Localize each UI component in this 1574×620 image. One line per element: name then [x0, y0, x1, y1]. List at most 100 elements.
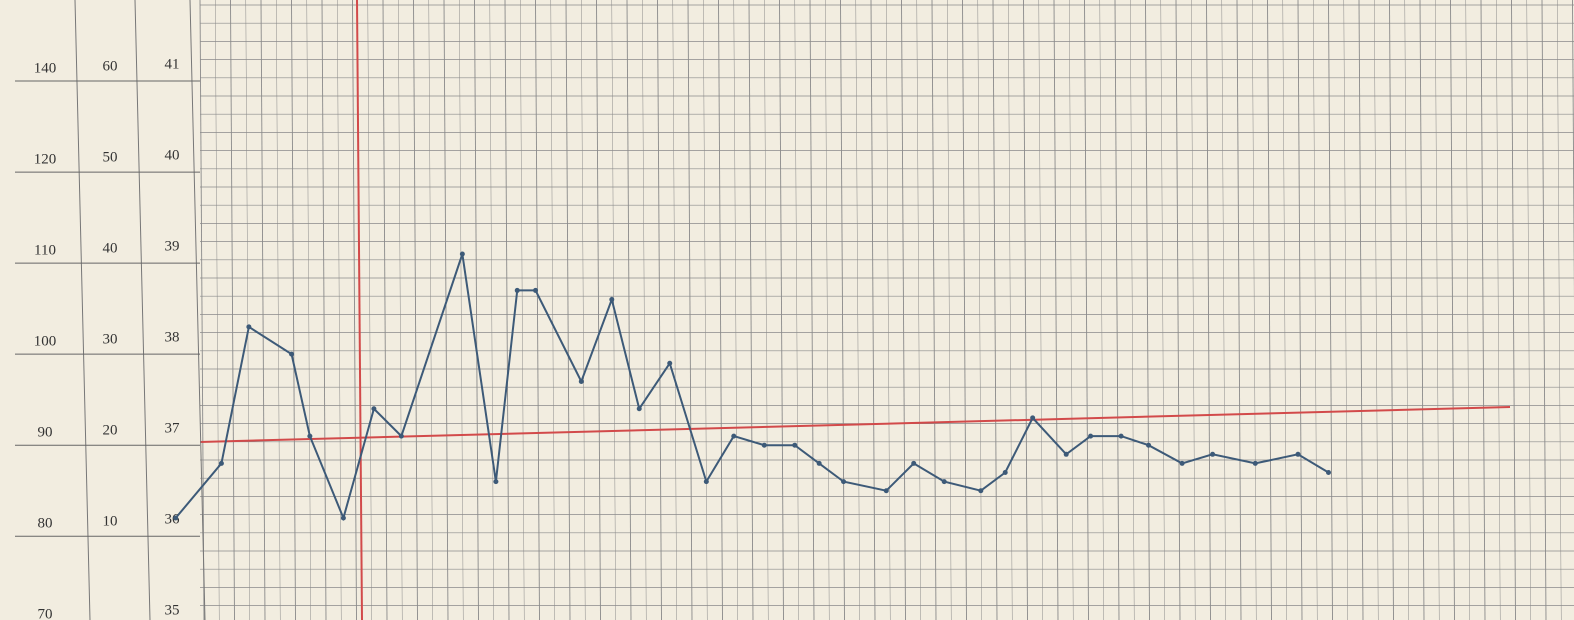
- paper-line: [520, 0, 525, 620]
- pulse-label: 70: [38, 607, 53, 620]
- paper-line: [321, 0, 327, 620]
- paper-line: [1221, 0, 1226, 620]
- respiration-label: 60: [103, 58, 118, 74]
- paper-line: [657, 0, 662, 620]
- temperature-point: [841, 479, 847, 485]
- paper-line: [1389, 0, 1394, 620]
- paper-line: [382, 0, 388, 620]
- temperature-point: [1088, 433, 1094, 439]
- paper-line: [398, 0, 403, 620]
- paper-line: [413, 0, 418, 620]
- temperature-point: [761, 442, 767, 448]
- paper-line: [779, 0, 784, 620]
- temperature-point: [792, 442, 798, 448]
- paper-line: [1267, 0, 1272, 620]
- paper-line: [1358, 0, 1364, 620]
- paper-line: [1084, 0, 1089, 620]
- paper-line: [535, 0, 540, 620]
- paper-line: [1160, 0, 1165, 620]
- paper-line: [443, 0, 449, 620]
- paper-line: [1053, 0, 1059, 620]
- pulse-label: 90: [38, 425, 53, 441]
- paper-line: [870, 0, 876, 620]
- paper-line: [672, 0, 677, 620]
- respiration-label: 20: [103, 423, 118, 439]
- paper-line: [1130, 0, 1135, 620]
- temperature-point: [816, 460, 822, 466]
- paper-line: [825, 0, 830, 620]
- temperature-point: [1252, 460, 1258, 466]
- y-tick-label: 40: [165, 148, 180, 164]
- paper-line: [1557, 0, 1562, 620]
- paper-line: [1191, 0, 1196, 620]
- paper-line: [1435, 0, 1440, 620]
- temperature-point: [883, 488, 889, 494]
- paper-line: [794, 0, 799, 620]
- paper-line: [962, 0, 967, 620]
- column-divider: [189, 0, 206, 620]
- temperature-point: [1118, 433, 1124, 439]
- paper-line: [1572, 0, 1574, 303]
- paper-line: [886, 0, 891, 620]
- y-tick-label: 35: [165, 603, 180, 619]
- temperature-point: [1179, 460, 1185, 466]
- temperature-point: [1146, 442, 1152, 448]
- paper-line: [947, 0, 952, 620]
- paper-line: [840, 0, 845, 620]
- temperature-point: [1002, 470, 1008, 476]
- paper-line: [1038, 0, 1043, 620]
- paper-line: [306, 0, 311, 620]
- temperature-point: [578, 378, 584, 384]
- paper-line: [718, 0, 723, 620]
- pulse-label: 140: [34, 60, 57, 76]
- paper-line: [1480, 0, 1486, 620]
- paper-line: [901, 0, 906, 620]
- paper-line: [1206, 0, 1211, 620]
- temperature-point: [911, 460, 917, 466]
- pulse-label: 110: [34, 243, 56, 259]
- paper-line: [459, 0, 464, 620]
- paper-line: [291, 0, 296, 620]
- temperature-point: [1210, 451, 1216, 457]
- paper-line: [1145, 0, 1150, 620]
- paper-line: [1374, 0, 1379, 620]
- paper-line: [1008, 0, 1013, 620]
- y-tick-label: 36: [165, 512, 181, 528]
- paper-line: [703, 0, 708, 620]
- pulse-label: 120: [34, 152, 57, 168]
- y-tick-label: 38: [165, 330, 180, 346]
- red-vertical-rule: [356, 0, 363, 620]
- paper-line: [992, 0, 998, 620]
- paper-line: [1526, 0, 1531, 620]
- temperature-point: [398, 433, 404, 439]
- paper-line: [581, 0, 586, 620]
- paper-line: [1404, 0, 1409, 620]
- paper-line: [276, 0, 281, 620]
- temperature-point: [218, 460, 224, 466]
- pulse-label: 80: [38, 516, 53, 532]
- paper-line: [1236, 0, 1242, 620]
- respiration-label: 50: [103, 150, 118, 166]
- paper-line: [1175, 0, 1181, 620]
- paper-line: [1450, 0, 1455, 620]
- respiration-label: 40: [103, 241, 118, 257]
- paper-line: [1099, 0, 1104, 620]
- paper-line: [931, 0, 937, 620]
- paper-line: [504, 0, 510, 620]
- grid-paper: [199, 0, 1574, 620]
- paper-line: [748, 0, 754, 620]
- paper-line: [916, 0, 921, 620]
- paper-line: [352, 0, 357, 620]
- paper-line: [1465, 0, 1470, 620]
- paper-line: [855, 0, 860, 620]
- paper-line: [626, 0, 632, 620]
- paper-line: [1297, 0, 1303, 620]
- y-tick-label: 41: [165, 56, 180, 72]
- red-normal-line: [199, 406, 1511, 443]
- y-tick-label: 37: [165, 421, 181, 437]
- paper-line: [1496, 0, 1501, 620]
- paper-line: [337, 0, 342, 620]
- temperature-point: [173, 515, 179, 521]
